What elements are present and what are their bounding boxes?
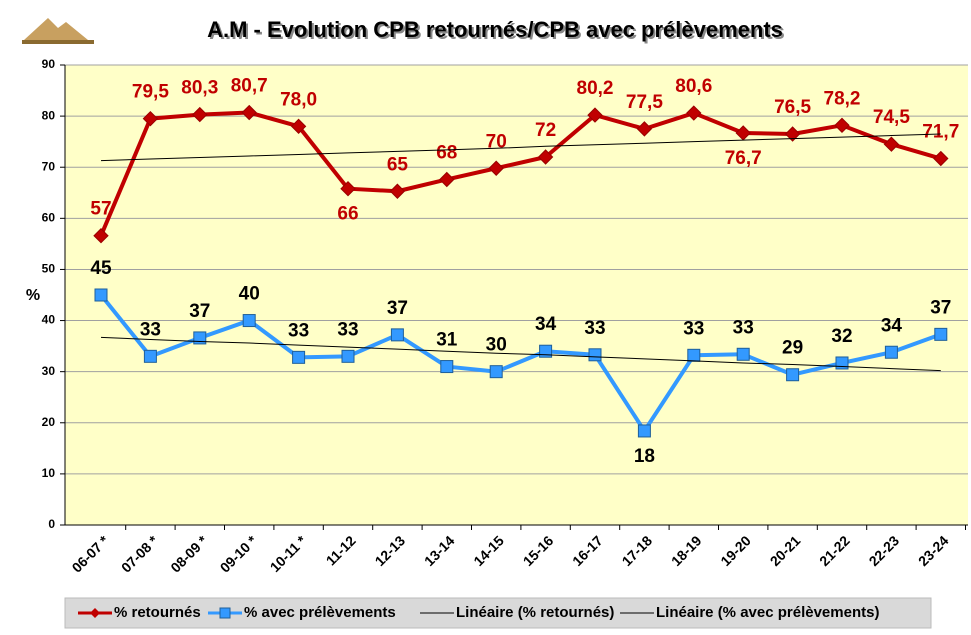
point — [241, 104, 257, 121]
point — [94, 288, 108, 302]
data-label: 37 — [930, 297, 951, 318]
y-tick-label: 40 — [42, 313, 56, 327]
data-label: 78,0 — [280, 89, 317, 110]
point — [686, 105, 702, 121]
point — [834, 117, 850, 134]
data-label: 33 — [683, 318, 704, 339]
data-label: 33 — [584, 318, 605, 339]
data-label: 72 — [535, 120, 556, 141]
data-label: 71,7 — [922, 122, 959, 143]
point — [390, 328, 404, 342]
chart-title: A.M - Evolution CPB retournés/CPB avec p… — [207, 17, 783, 42]
point — [389, 183, 406, 199]
y-tick-label: 10 — [42, 466, 56, 480]
data-label: 18 — [634, 446, 655, 467]
point — [884, 345, 898, 359]
y-axis-label: % — [26, 287, 40, 304]
y-tick-label: 90 — [42, 57, 56, 71]
point — [489, 365, 503, 379]
point — [587, 107, 603, 123]
y-tick-label: 70 — [42, 159, 56, 173]
point — [93, 228, 109, 244]
data-label: 77,5 — [626, 92, 663, 113]
point — [340, 180, 356, 197]
data-label: 33 — [288, 320, 309, 341]
legend-marker — [90, 608, 100, 618]
data-label: 30 — [486, 335, 507, 356]
point — [439, 171, 455, 188]
y-tick-label: 30 — [42, 364, 56, 378]
legend-label: Linéaire (% avec prélèvements) — [656, 604, 879, 621]
data-label: 68 — [436, 143, 457, 164]
data-label: 34 — [535, 314, 557, 335]
data-label: 80,6 — [675, 76, 712, 97]
point — [440, 360, 454, 374]
data-label: 34 — [881, 315, 903, 336]
point — [933, 150, 949, 167]
data-label: 29 — [782, 338, 803, 359]
point — [786, 368, 800, 382]
y-tick-label: 60 — [42, 211, 56, 225]
point — [290, 118, 307, 135]
point — [588, 348, 602, 362]
y-tick-label: 50 — [42, 262, 56, 276]
point — [934, 327, 948, 341]
trend-line — [100, 133, 941, 162]
data-label: 70 — [486, 131, 507, 152]
plot-area — [65, 65, 968, 525]
point — [341, 349, 355, 363]
point — [636, 121, 653, 137]
point — [784, 126, 801, 142]
data-label: 40 — [239, 284, 260, 305]
data-label: 66 — [337, 204, 358, 225]
data-label: 80,7 — [231, 76, 268, 97]
data-label: 33 — [140, 319, 161, 340]
legend-marker — [219, 607, 231, 619]
data-label: 80,2 — [577, 78, 614, 99]
point — [537, 149, 554, 165]
data-label: 32 — [831, 326, 852, 347]
legend-label: % retournés — [114, 604, 201, 621]
data-label: 57 — [90, 199, 111, 220]
y-tick-label: 80 — [42, 108, 56, 122]
trend-line — [100, 336, 941, 372]
data-label: 76,5 — [774, 97, 811, 118]
data-label: 76,7 — [725, 148, 762, 169]
point — [292, 350, 306, 364]
point — [637, 424, 651, 438]
point — [242, 314, 256, 328]
point — [736, 347, 750, 361]
logo — [22, 18, 94, 44]
data-label: 37 — [189, 301, 210, 322]
chart-title-shadow: A.M - Evolution CPB retournés/CPB avec p… — [209, 19, 785, 44]
y-tick-label: 20 — [42, 415, 56, 429]
data-label: 79,5 — [132, 82, 169, 103]
data-label: 74,5 — [873, 107, 910, 128]
data-label: 80,3 — [181, 78, 218, 99]
data-label: 31 — [436, 330, 458, 351]
point — [488, 160, 504, 176]
data-label: 33 — [337, 319, 358, 340]
series-line — [99, 110, 942, 237]
y-tick-label: 0 — [48, 517, 55, 531]
point — [142, 110, 159, 127]
point — [143, 349, 157, 363]
data-label: 65 — [387, 154, 409, 175]
data-label: 78,2 — [824, 88, 861, 109]
legend-label: Linéaire (% retournés) — [456, 604, 614, 621]
legend-label: % avec prélèvements — [244, 604, 396, 621]
data-label: 45 — [90, 258, 112, 279]
series-line — [99, 293, 942, 433]
point — [883, 136, 900, 152]
data-label: 33 — [733, 317, 754, 338]
point — [687, 348, 701, 362]
point — [192, 106, 208, 123]
data-label: 37 — [387, 298, 408, 319]
